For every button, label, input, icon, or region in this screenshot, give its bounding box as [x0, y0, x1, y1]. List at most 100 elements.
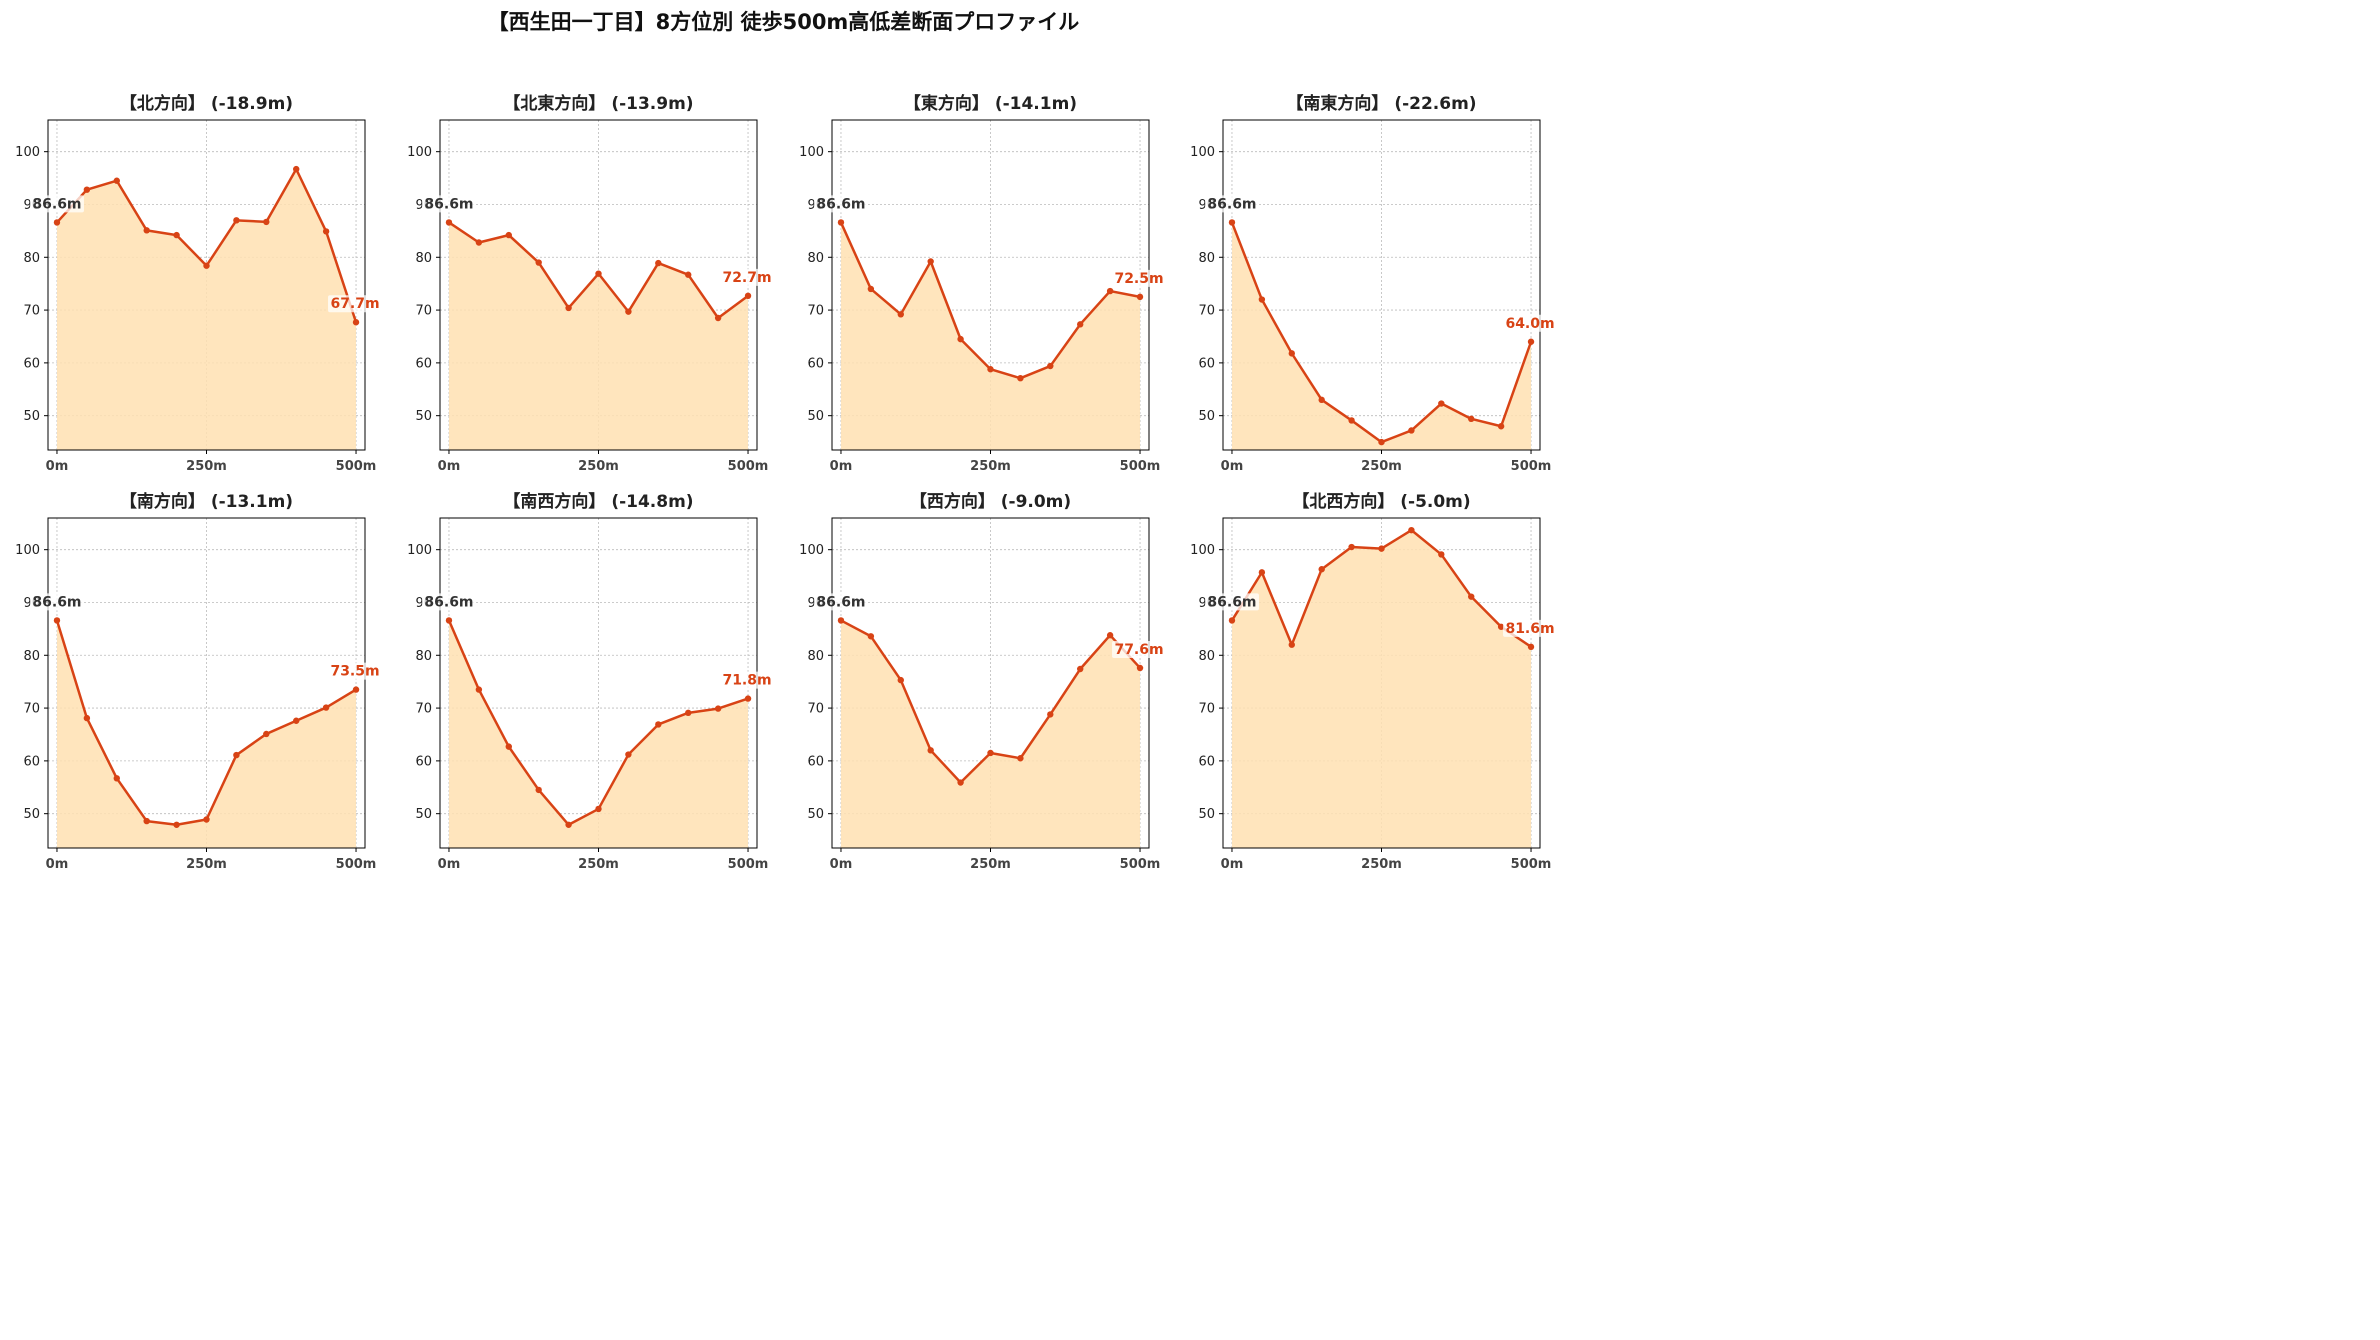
data-point	[203, 262, 210, 269]
start-elevation-label: 86.6m	[816, 594, 865, 610]
y-tick-label: 70	[807, 304, 824, 319]
y-tick-label: 100	[407, 543, 432, 558]
data-point	[867, 285, 875, 293]
data-point	[595, 270, 602, 277]
chart-panel-6: 【西方向】 (-9.0m)50607080901000m250m500m86.6…	[799, 491, 1167, 872]
data-point	[625, 751, 632, 758]
x-tick-label: 0m	[438, 857, 461, 872]
panel-title: 【東方向】 (-14.1m)	[904, 93, 1077, 114]
data-point	[1378, 545, 1385, 552]
x-tick-label: 500m	[1120, 459, 1161, 474]
panel-title: 【北方向】 (-18.9m)	[120, 93, 293, 114]
y-tick-label: 80	[415, 649, 432, 664]
data-point	[685, 271, 692, 278]
plot-frame	[831, 517, 1150, 849]
x-tick-label: 250m	[970, 459, 1011, 474]
start-elevation-label: 86.6m	[1207, 594, 1256, 610]
data-point	[1047, 711, 1054, 718]
data-point	[1106, 287, 1114, 295]
data-point	[927, 747, 934, 754]
data-point	[1228, 219, 1236, 226]
start-elevation-label: 86.6m	[32, 196, 81, 212]
data-point	[1047, 362, 1054, 370]
start-elevation-label: 86.6m	[32, 594, 81, 610]
data-point	[505, 231, 512, 239]
y-tick-label: 50	[1198, 807, 1215, 822]
x-tick-label: 250m	[578, 459, 619, 474]
data-point	[173, 821, 180, 828]
data-point	[655, 721, 662, 728]
data-point	[714, 314, 722, 322]
x-tick-label: 500m	[336, 857, 377, 872]
elevation-area	[448, 620, 749, 848]
start-label-bg	[813, 593, 868, 611]
end-label-bg	[328, 295, 383, 313]
data-point	[203, 816, 210, 823]
x-tick-label: 0m	[830, 459, 853, 474]
data-point	[957, 335, 964, 343]
start-elevation-label: 86.6m	[1207, 196, 1256, 212]
data-point	[1468, 415, 1475, 423]
data-point	[1497, 423, 1505, 430]
x-tick-label: 0m	[1221, 459, 1244, 474]
y-tick-label: 60	[415, 754, 432, 769]
y-tick-label: 80	[23, 649, 40, 664]
y-tick-label: 50	[807, 409, 824, 424]
y-tick-label: 50	[23, 807, 40, 822]
x-tick-label: 500m	[1511, 857, 1552, 872]
data-point	[1497, 623, 1505, 630]
data-point	[595, 805, 602, 813]
x-tick-label: 0m	[46, 459, 69, 474]
start-label-bg	[813, 195, 868, 213]
y-tick-label: 100	[1190, 145, 1215, 160]
data-point	[1348, 543, 1355, 551]
data-point	[1408, 427, 1415, 434]
y-tick-label: 70	[1198, 702, 1215, 717]
data-point	[565, 821, 572, 828]
data-point	[263, 730, 270, 738]
data-point	[1017, 755, 1024, 762]
elevation-area	[840, 620, 1141, 848]
x-tick-label: 0m	[438, 459, 461, 474]
data-point	[293, 165, 300, 173]
data-point	[837, 219, 845, 226]
y-tick-label: 70	[23, 304, 40, 319]
y-tick-label: 60	[415, 356, 432, 371]
data-point	[1288, 641, 1295, 648]
x-tick-label: 500m	[728, 857, 769, 872]
data-point	[927, 258, 934, 265]
x-tick-label: 250m	[1361, 459, 1402, 474]
y-tick-label: 80	[807, 251, 824, 266]
data-point	[1077, 321, 1084, 328]
y-tick-label: 60	[807, 356, 824, 371]
data-point	[143, 817, 150, 825]
panel-title: 【南方向】 (-13.1m)	[120, 491, 293, 512]
data-point	[987, 749, 994, 757]
elevation-area	[56, 169, 357, 450]
data-point	[1077, 665, 1084, 673]
start-label-bg	[1204, 593, 1259, 611]
x-tick-label: 0m	[46, 857, 69, 872]
y-tick-label: 50	[415, 409, 432, 424]
data-point	[867, 633, 875, 640]
panel-title: 【南東方向】 (-22.6m)	[1286, 93, 1476, 114]
data-point	[655, 259, 662, 267]
elevation-area	[840, 222, 1141, 450]
x-tick-label: 250m	[186, 857, 227, 872]
y-tick-label: 50	[807, 807, 824, 822]
data-point	[445, 219, 453, 226]
data-point	[1106, 632, 1114, 639]
data-point	[83, 186, 91, 193]
data-point	[352, 686, 360, 693]
data-point	[233, 751, 240, 759]
end-label-bg	[720, 268, 775, 286]
y-tick-label: 70	[415, 304, 432, 319]
start-label-bg	[29, 593, 84, 611]
x-tick-label: 500m	[336, 459, 377, 474]
y-tick-label: 50	[23, 409, 40, 424]
plot-frame	[47, 517, 366, 849]
chart-panel-4: 【南方向】 (-13.1m)50607080901000m250m500m86.…	[15, 491, 383, 872]
y-tick-label: 50	[415, 807, 432, 822]
end-elevation-label: 73.5m	[330, 664, 379, 680]
end-label-bg	[720, 671, 775, 689]
